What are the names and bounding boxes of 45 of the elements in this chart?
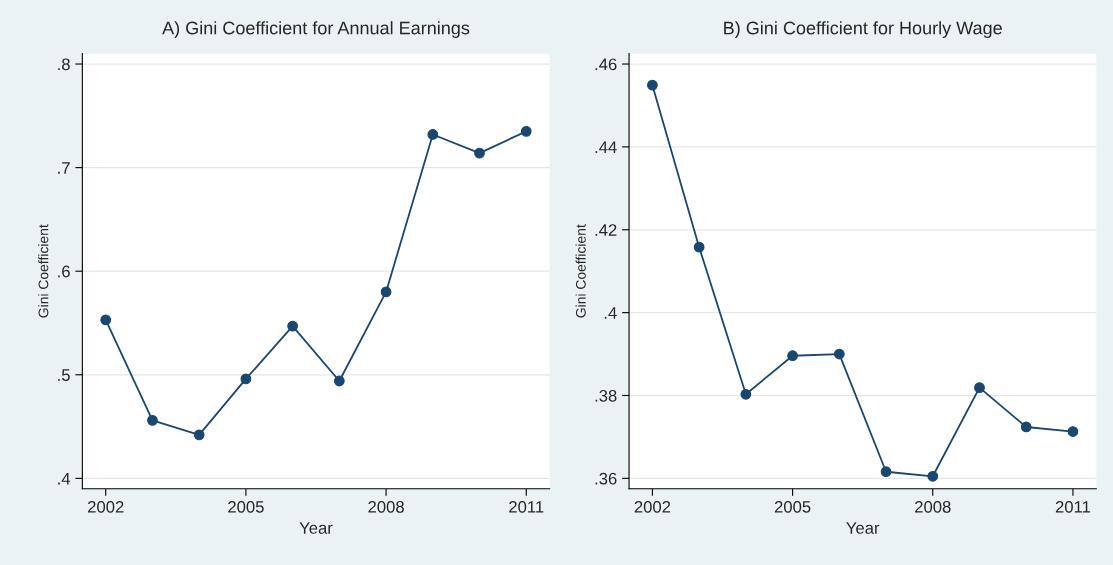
point — [1020, 421, 1032, 433]
y-tick-label: .4 — [604, 307, 617, 319]
point — [287, 320, 299, 332]
y-tick-label: .8 — [58, 58, 70, 71]
point — [1067, 426, 1079, 437]
point — [833, 348, 845, 360]
point — [693, 241, 705, 253]
x-tick-label: 2011 — [1055, 500, 1091, 513]
x-tick-label: 2005 — [228, 500, 264, 513]
point — [740, 388, 752, 400]
point — [333, 375, 345, 387]
y-tick-label: .6 — [58, 265, 70, 278]
x-tick-label: 2011 — [509, 500, 544, 513]
chart-title: A) Gini Coefficient for Annual Earnings — [162, 21, 470, 38]
y-axis-title: Gini Coefficient — [575, 224, 586, 318]
y-tick-label: .46 — [595, 58, 617, 71]
y-tick-label: .7 — [58, 162, 70, 174]
x-tick-label: 2008 — [368, 500, 404, 513]
point — [927, 470, 939, 482]
point — [787, 350, 798, 362]
y-tick-label: .5 — [58, 369, 70, 381]
x-axis-title: Year — [299, 522, 333, 534]
x-tick-label: 2005 — [774, 500, 811, 513]
y-tick-label: .38 — [595, 389, 617, 402]
chart-title: B) Gini Coefficient for Hourly Wage — [724, 21, 1002, 38]
point — [880, 466, 892, 478]
y-tick-label: .4 — [58, 472, 71, 485]
y-tick-label: .36 — [595, 472, 617, 485]
x-tick-label: 2008 — [915, 500, 951, 513]
point — [147, 414, 158, 426]
point — [427, 129, 439, 140]
point — [974, 382, 985, 394]
x-tick-label: 2002 — [88, 500, 124, 513]
point — [240, 373, 252, 385]
point — [193, 429, 205, 441]
point — [100, 314, 112, 326]
point — [520, 125, 532, 137]
x-axis-title: Year — [846, 522, 880, 534]
y-tick-label: .42 — [595, 224, 617, 236]
x-tick-label: 2002 — [634, 500, 671, 513]
point — [380, 286, 392, 298]
y-tick-label: .44 — [595, 141, 617, 153]
point — [647, 79, 658, 91]
y-axis-title: Gini Coefficient — [38, 224, 49, 318]
point — [474, 147, 485, 159]
